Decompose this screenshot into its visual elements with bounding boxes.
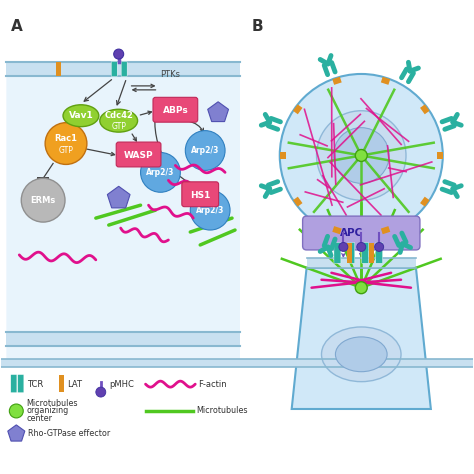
Text: LAT: LAT	[67, 380, 82, 389]
Text: GTP: GTP	[111, 122, 126, 131]
Polygon shape	[437, 152, 443, 159]
FancyBboxPatch shape	[362, 243, 369, 264]
Circle shape	[339, 243, 348, 251]
FancyBboxPatch shape	[334, 243, 341, 264]
Bar	[1, 359, 473, 367]
Polygon shape	[381, 77, 390, 85]
Text: Microtubules: Microtubules	[196, 407, 248, 416]
Bar	[56, 62, 61, 76]
Text: HS1: HS1	[190, 191, 210, 200]
Ellipse shape	[321, 327, 401, 382]
Ellipse shape	[100, 109, 137, 132]
Text: pMHC: pMHC	[109, 380, 134, 389]
Polygon shape	[293, 197, 302, 207]
Polygon shape	[420, 197, 429, 207]
Polygon shape	[420, 104, 429, 114]
Circle shape	[96, 387, 106, 397]
FancyBboxPatch shape	[376, 243, 383, 264]
Text: TCR: TCR	[27, 380, 44, 389]
Bar	[59, 375, 64, 392]
Circle shape	[21, 178, 65, 222]
Text: APC: APC	[340, 228, 363, 238]
Polygon shape	[332, 77, 342, 85]
Text: B: B	[252, 19, 264, 34]
FancyBboxPatch shape	[111, 62, 117, 76]
Bar	[307, 258, 416, 268]
Polygon shape	[292, 268, 431, 409]
Polygon shape	[107, 186, 130, 208]
Circle shape	[280, 74, 443, 237]
Circle shape	[114, 49, 124, 59]
Circle shape	[9, 404, 23, 418]
FancyBboxPatch shape	[302, 216, 420, 250]
FancyBboxPatch shape	[182, 182, 219, 207]
Circle shape	[141, 153, 180, 192]
Circle shape	[356, 282, 367, 294]
Text: Rho-GTPase effector: Rho-GTPase effector	[28, 429, 110, 438]
Polygon shape	[293, 104, 302, 114]
Text: Arp2/3: Arp2/3	[146, 168, 174, 177]
FancyBboxPatch shape	[18, 374, 24, 392]
Circle shape	[374, 243, 383, 251]
Ellipse shape	[336, 337, 387, 372]
FancyBboxPatch shape	[116, 142, 161, 167]
Circle shape	[45, 123, 87, 164]
Polygon shape	[208, 102, 228, 121]
Circle shape	[357, 243, 366, 251]
Bar	[6, 332, 240, 346]
Text: Microtubules: Microtubules	[26, 399, 78, 408]
FancyBboxPatch shape	[11, 374, 17, 392]
FancyBboxPatch shape	[153, 97, 198, 122]
Text: Arp2/3: Arp2/3	[196, 206, 224, 215]
Text: ABPs: ABPs	[163, 106, 188, 115]
Text: F-actin: F-actin	[198, 380, 227, 389]
Text: Arp2/3: Arp2/3	[191, 146, 219, 155]
FancyBboxPatch shape	[121, 62, 127, 76]
Text: WASP: WASP	[124, 151, 154, 160]
Text: ERMs: ERMs	[30, 196, 56, 205]
Text: Cdc42: Cdc42	[104, 111, 133, 120]
Text: Rac1: Rac1	[55, 134, 78, 143]
Polygon shape	[332, 226, 342, 234]
Ellipse shape	[63, 105, 99, 127]
Polygon shape	[8, 425, 25, 441]
FancyBboxPatch shape	[6, 76, 240, 359]
Polygon shape	[381, 226, 390, 234]
Bar	[6, 62, 240, 76]
Text: Vav1: Vav1	[69, 111, 93, 120]
Text: A: A	[11, 19, 23, 34]
Circle shape	[185, 131, 225, 170]
Circle shape	[333, 128, 389, 183]
Bar	[347, 243, 352, 263]
Circle shape	[190, 190, 230, 230]
Polygon shape	[280, 152, 286, 159]
Text: PTKs: PTKs	[161, 70, 181, 79]
Text: GTP: GTP	[59, 146, 73, 155]
FancyBboxPatch shape	[348, 243, 355, 264]
Text: organizing: organizing	[26, 407, 68, 416]
Text: center: center	[26, 414, 52, 423]
Circle shape	[317, 111, 406, 200]
Bar	[369, 243, 374, 263]
Circle shape	[356, 149, 367, 162]
